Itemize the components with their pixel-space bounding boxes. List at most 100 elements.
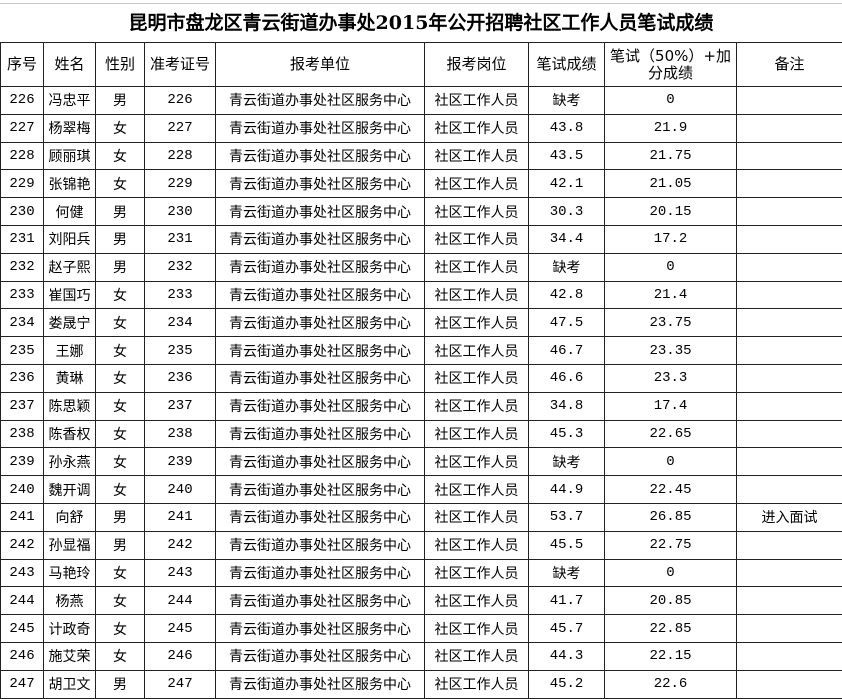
cell-ticket[interactable]: 233 [145,281,216,309]
cell-unit[interactable]: 青云街道办事处社区服务中心 [216,448,425,476]
cell-weighted-score[interactable]: 17.2 [605,225,737,253]
cell-gender[interactable]: 女 [96,420,145,448]
cell-index[interactable]: 246 [1,642,44,670]
cell-gender[interactable]: 男 [96,670,145,698]
cell-gender[interactable]: 男 [96,225,145,253]
cell-unit[interactable]: 青云街道办事处社区服务中心 [216,392,425,420]
cell-unit[interactable]: 青云街道办事处社区服务中心 [216,670,425,698]
cell-remark[interactable] [737,114,842,142]
cell-score[interactable]: 缺考 [529,87,605,115]
cell-name[interactable]: 施艾荣 [44,642,96,670]
cell-unit[interactable]: 青云街道办事处社区服务中心 [216,615,425,643]
cell-score[interactable]: 缺考 [529,559,605,587]
cell-unit[interactable]: 青云街道办事处社区服务中心 [216,559,425,587]
cell-unit[interactable]: 青云街道办事处社区服务中心 [216,503,425,531]
cell-gender[interactable]: 女 [96,476,145,504]
cell-position[interactable]: 社区工作人员 [425,225,529,253]
cell-position[interactable]: 社区工作人员 [425,198,529,226]
cell-name[interactable]: 何健 [44,198,96,226]
cell-gender[interactable]: 男 [96,531,145,559]
cell-position[interactable]: 社区工作人员 [425,309,529,337]
cell-ticket[interactable]: 247 [145,670,216,698]
cell-position[interactable]: 社区工作人员 [425,615,529,643]
cell-score[interactable]: 44.9 [529,476,605,504]
col-header-weighted-score[interactable]: 笔试（50%）+加分成绩 [605,43,737,87]
cell-index[interactable]: 243 [1,559,44,587]
cell-position[interactable]: 社区工作人员 [425,503,529,531]
cell-score[interactable]: 42.8 [529,281,605,309]
cell-remark[interactable] [737,170,842,198]
cell-index[interactable]: 231 [1,225,44,253]
cell-weighted-score[interactable]: 23.75 [605,309,737,337]
cell-weighted-score[interactable]: 22.75 [605,531,737,559]
cell-unit[interactable]: 青云街道办事处社区服务中心 [216,170,425,198]
cell-index[interactable]: 240 [1,476,44,504]
cell-ticket[interactable]: 232 [145,253,216,281]
cell-position[interactable]: 社区工作人员 [425,114,529,142]
cell-index[interactable]: 230 [1,198,44,226]
cell-weighted-score[interactable]: 20.85 [605,587,737,615]
cell-remark[interactable] [737,87,842,115]
cell-name[interactable]: 娄晟宁 [44,309,96,337]
cell-unit[interactable]: 青云街道办事处社区服务中心 [216,642,425,670]
cell-weighted-score[interactable]: 22.85 [605,615,737,643]
cell-weighted-score[interactable]: 21.4 [605,281,737,309]
cell-remark[interactable] [737,392,842,420]
cell-unit[interactable]: 青云街道办事处社区服务中心 [216,142,425,170]
cell-ticket[interactable]: 229 [145,170,216,198]
cell-remark[interactable] [737,420,842,448]
cell-remark[interactable] [737,281,842,309]
cell-name[interactable]: 胡卫文 [44,670,96,698]
cell-ticket[interactable]: 240 [145,476,216,504]
cell-ticket[interactable]: 231 [145,225,216,253]
cell-gender[interactable]: 女 [96,309,145,337]
cell-index[interactable]: 234 [1,309,44,337]
cell-gender[interactable]: 女 [96,392,145,420]
cell-score[interactable]: 45.3 [529,420,605,448]
cell-position[interactable]: 社区工作人员 [425,559,529,587]
cell-gender[interactable]: 女 [96,114,145,142]
cell-ticket[interactable]: 234 [145,309,216,337]
cell-position[interactable]: 社区工作人员 [425,253,529,281]
col-header-position[interactable]: 报考岗位 [425,43,529,87]
cell-remark[interactable] [737,559,842,587]
cell-ticket[interactable]: 227 [145,114,216,142]
cell-name[interactable]: 孙永燕 [44,448,96,476]
cell-score[interactable]: 44.3 [529,642,605,670]
cell-weighted-score[interactable]: 22.6 [605,670,737,698]
cell-ticket[interactable]: 237 [145,392,216,420]
cell-weighted-score[interactable]: 0 [605,87,737,115]
cell-index[interactable]: 229 [1,170,44,198]
cell-ticket[interactable]: 245 [145,615,216,643]
col-header-index[interactable]: 序号 [1,43,44,87]
col-header-ticket[interactable]: 准考证号 [145,43,216,87]
cell-index[interactable]: 237 [1,392,44,420]
cell-name[interactable]: 计政奇 [44,615,96,643]
cell-gender[interactable]: 女 [96,142,145,170]
cell-remark[interactable] [737,642,842,670]
cell-remark[interactable] [737,198,842,226]
cell-name[interactable]: 冯忠平 [44,87,96,115]
cell-ticket[interactable]: 243 [145,559,216,587]
cell-gender[interactable]: 女 [96,642,145,670]
cell-gender[interactable]: 男 [96,198,145,226]
cell-ticket[interactable]: 236 [145,364,216,392]
cell-remark[interactable] [737,225,842,253]
cell-remark[interactable]: 进入面试 [737,503,842,531]
cell-ticket[interactable]: 235 [145,337,216,365]
cell-remark[interactable] [737,309,842,337]
cell-gender[interactable]: 男 [96,253,145,281]
cell-index[interactable]: 244 [1,587,44,615]
cell-index[interactable]: 241 [1,503,44,531]
cell-ticket[interactable]: 246 [145,642,216,670]
cell-gender[interactable]: 女 [96,170,145,198]
cell-position[interactable]: 社区工作人员 [425,392,529,420]
cell-index[interactable]: 235 [1,337,44,365]
cell-index[interactable]: 228 [1,142,44,170]
cell-unit[interactable]: 青云街道办事处社区服务中心 [216,337,425,365]
cell-score[interactable]: 缺考 [529,448,605,476]
cell-unit[interactable]: 青云街道办事处社区服务中心 [216,364,425,392]
cell-weighted-score[interactable]: 22.45 [605,476,737,504]
cell-gender[interactable]: 女 [96,337,145,365]
cell-weighted-score[interactable]: 22.15 [605,642,737,670]
